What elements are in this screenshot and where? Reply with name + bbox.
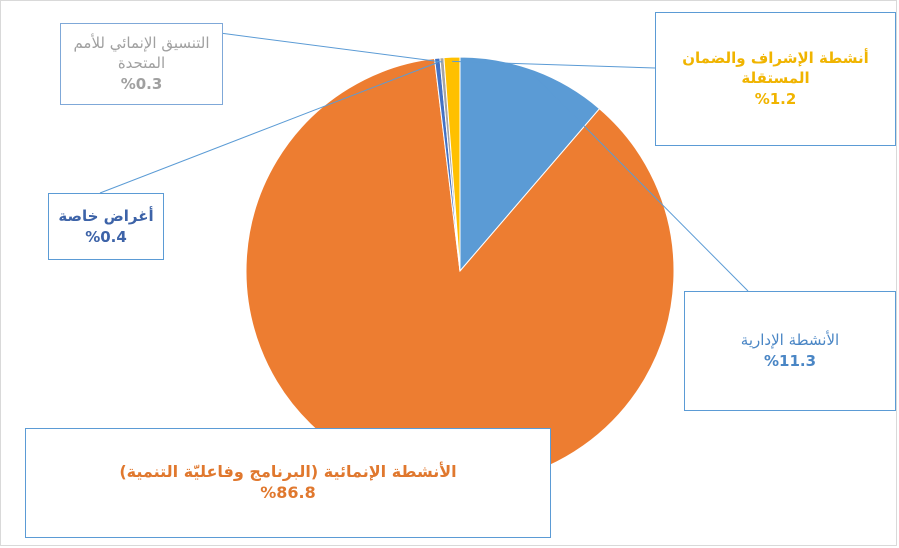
label-value: %11.3 xyxy=(763,352,817,370)
label-special-purpose: أغراض خاصة %0.4 xyxy=(48,193,164,260)
label-un-development-coordination: التنسيق الإنمائي للأمم المتحدة %0.3 xyxy=(60,23,223,105)
slice-management xyxy=(459,56,601,273)
label-name: الأنشطة الإدارية xyxy=(740,331,840,349)
leader-line xyxy=(452,60,656,69)
label-value: %0.3 xyxy=(120,75,163,93)
label-name: الأنشطة الإنمائية (البرنامج وفاعليّة الت… xyxy=(119,462,457,481)
label-value: %0.4 xyxy=(85,227,127,246)
label-development-activities: الأنشطة الإنمائية (البرنامج وفاعليّة الت… xyxy=(25,428,551,538)
label-management-activities: الأنشطة الإدارية %11.3 xyxy=(684,291,896,411)
label-value: %86.8 xyxy=(260,483,316,502)
label-name: أنشطة الإشراف والضمان المستقلة xyxy=(682,49,869,87)
leader-line xyxy=(532,74,749,292)
label-name: أغراض خاصة xyxy=(58,206,154,225)
label-independent-oversight: أنشطة الإشراف والضمان المستقلة %1.2 xyxy=(655,12,896,146)
label-name: التنسيق الإنمائي للأمم المتحدة xyxy=(73,34,210,72)
leader-line xyxy=(99,62,438,194)
slice-oversight xyxy=(443,56,461,272)
label-value: %1.2 xyxy=(754,90,797,108)
leader-line xyxy=(219,32,443,63)
